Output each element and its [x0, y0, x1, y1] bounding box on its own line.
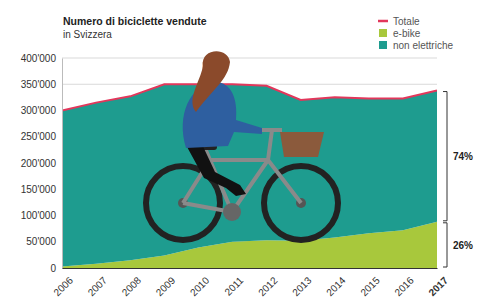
x-tick: 2015	[358, 268, 382, 298]
x-tick-label: 2009	[154, 274, 178, 298]
y-tick-label: 250'000	[21, 131, 57, 142]
x-tick-label: 2016	[392, 274, 416, 298]
x-tick: 2008	[120, 268, 144, 298]
x-tick-label: 2008	[120, 274, 144, 298]
x-tick-label: 2010	[188, 274, 212, 298]
x-tick: 2010	[188, 268, 212, 298]
y-tick: 50'000	[26, 236, 62, 247]
x-tick-label: 2007	[86, 274, 110, 298]
y-tick-label: 300'000	[21, 105, 57, 116]
bike-gear	[223, 203, 241, 221]
y-tick: 300'000	[21, 105, 62, 116]
chart-svg: 0 50'000 100'000 150'000 200'000 250'000 300'0…	[0, 0, 493, 307]
y-tick-label: 50'000	[26, 236, 56, 247]
legend-symbol	[379, 29, 387, 37]
line-total	[62, 84, 437, 110]
x-tick: 2011	[222, 268, 245, 298]
chart-container: 0 50'000 100'000 150'000 200'000 250'000 300'0…	[0, 0, 493, 307]
area-non-elettriche	[62, 84, 437, 266]
bracket	[443, 92, 447, 221]
x-axis: 2006 2007 2008 2009 2010 2011 2012 2013 2014 2015…	[51, 268, 450, 298]
x-tick-label: 2017	[426, 274, 450, 298]
y-tick-label: 350'000	[21, 79, 57, 90]
grid	[62, 58, 437, 268]
y-tick: 0	[50, 263, 62, 274]
x-tick-label: 2006	[51, 274, 75, 298]
y-tick: 150'000	[21, 184, 62, 195]
y-tick: 250'000	[21, 131, 62, 142]
subtitle: in Svizzera	[63, 29, 112, 40]
x-tick: 2012	[256, 268, 280, 298]
grid-line	[62, 58, 437, 59]
legend-symbol	[379, 41, 387, 49]
x-tick: 2013	[290, 268, 314, 298]
y-tick: 400'000	[21, 53, 62, 64]
y-tick: 350'000	[21, 79, 62, 90]
x-tick: 2006	[51, 268, 75, 298]
legend-label: Totale	[393, 16, 420, 27]
x-tick-label: 2012	[256, 274, 280, 298]
x-tick-label: 2015	[358, 274, 382, 298]
x-tick-label: 2014	[324, 274, 348, 298]
y-tick-label: 0	[50, 263, 56, 274]
legend-label: non elettriche	[393, 40, 453, 51]
rider-hair	[192, 51, 230, 112]
y-tick: 100'000	[21, 210, 62, 221]
title: Numero di biciclette vendute	[63, 15, 207, 27]
plot-area	[62, 84, 437, 268]
x-tick: 2014	[324, 268, 348, 298]
y-tick-label: 100'000	[21, 210, 57, 221]
annotation: 74%	[453, 151, 473, 162]
legend: Totalee-bikenon elettriche	[378, 16, 453, 51]
x-tick: 2009	[154, 268, 178, 298]
x-tick-label: 2013	[290, 274, 314, 298]
illustration	[146, 51, 338, 240]
legend-symbol	[378, 20, 388, 23]
x-tick: 2016	[392, 268, 416, 298]
bike-basket	[280, 132, 324, 157]
x-tick-label: 2011	[222, 274, 245, 297]
y-tick: 200'000	[21, 158, 62, 169]
annotation: 26%	[453, 240, 473, 251]
bracket	[443, 223, 447, 267]
legend-label: e-bike	[393, 28, 421, 39]
rider-legs	[186, 140, 246, 196]
x-tick: 2017	[426, 268, 450, 298]
y-tick-label: 150'000	[21, 184, 57, 195]
y-axis-line	[62, 59, 63, 269]
y-tick-label: 400'000	[21, 53, 57, 64]
x-tick: 2007	[86, 268, 110, 298]
x-axis-line	[63, 268, 438, 269]
y-axis: 0 50'000 100'000 150'000 200'000 250'000 300'0…	[21, 53, 63, 274]
y-tick-label: 200'000	[21, 158, 57, 169]
